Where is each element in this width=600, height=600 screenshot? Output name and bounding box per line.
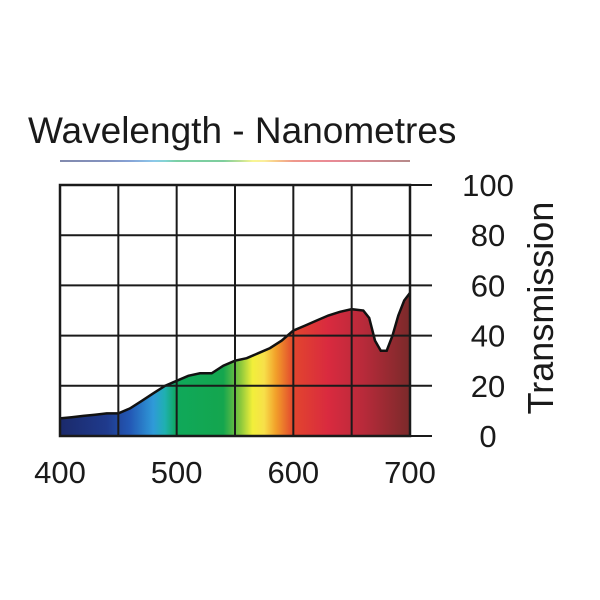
- y-tick-label-20: 20: [471, 369, 505, 404]
- y-tick-label-80: 80: [471, 218, 505, 253]
- y-tick-label-60: 60: [471, 268, 505, 303]
- x-tick-label-600: 600: [267, 455, 319, 490]
- y-tick-label-0: 0: [479, 419, 496, 454]
- chart-title: Wavelength - Nanometres: [28, 110, 456, 151]
- y-axis-label: Transmission: [520, 202, 561, 415]
- plot-frame: [58, 183, 412, 438]
- x-tick-label-400: 400: [34, 455, 86, 490]
- y-tick-label-100: 100: [462, 168, 514, 203]
- title-spectrum-rule: [60, 160, 410, 162]
- y-tick-label-40: 40: [471, 319, 505, 354]
- transmission-line: [59, 292, 411, 420]
- x-tick-label-500: 500: [151, 455, 203, 490]
- x-tick-label-700: 700: [384, 455, 436, 490]
